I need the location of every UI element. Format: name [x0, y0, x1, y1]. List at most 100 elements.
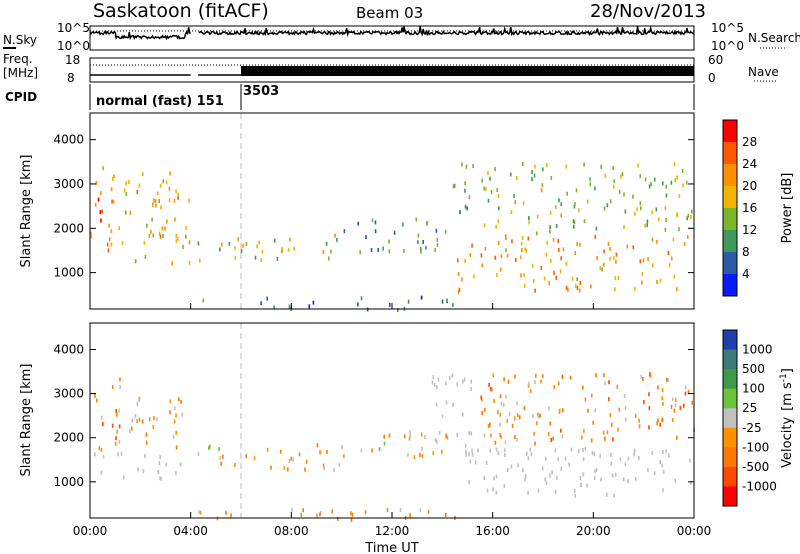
heatmap-cell	[160, 205, 162, 210]
heatmap-cell	[580, 483, 583, 487]
heatmap-cell	[175, 234, 178, 238]
heatmap-cell	[582, 385, 584, 390]
heatmap-cell	[463, 377, 466, 382]
heatmap-cell	[420, 432, 423, 437]
x-tick-label: 04:00	[173, 524, 208, 538]
velocity-panel: 4000 3000 2000 1000 Slant Range [km]	[19, 322, 695, 522]
heatmap-cell	[168, 186, 171, 191]
heatmap-cell	[499, 267, 502, 272]
heatmap-cell	[534, 380, 536, 385]
heatmap-cell	[388, 433, 391, 438]
heatmap-cell	[457, 290, 460, 295]
heatmap-cell	[664, 227, 667, 232]
colorbar-swatch	[723, 142, 737, 165]
heatmap-cell	[647, 468, 649, 473]
heatmap-cell	[612, 256, 615, 261]
heatmap-cell	[129, 210, 132, 215]
heatmap-cell	[175, 189, 177, 194]
heatmap-cell	[529, 447, 531, 452]
colorbar-swatch	[723, 252, 737, 275]
heatmap-cell	[662, 401, 664, 406]
heatmap-cell	[683, 241, 686, 246]
heatmap-cell	[480, 395, 483, 400]
heatmap-cell	[388, 239, 390, 244]
heatmap-cell	[490, 387, 493, 392]
heatmap-cell	[115, 409, 117, 414]
heatmap-cell	[382, 246, 384, 251]
heatmap-cell	[514, 416, 516, 421]
heatmap-cell	[613, 179, 615, 184]
heatmap-cell	[225, 510, 227, 515]
velocity-y-ticks: 4000 3000 2000 1000	[53, 342, 694, 489]
heatmap-cell	[490, 433, 492, 438]
heatmap-cell	[326, 449, 328, 454]
power-y-title: Slant Range [km]	[19, 155, 34, 268]
heatmap-cell	[218, 447, 220, 452]
heatmap-cell	[495, 447, 498, 452]
heatmap-cell	[360, 448, 363, 453]
x-tick-label: 16:00	[475, 524, 510, 538]
heatmap-cell	[506, 253, 509, 258]
power-y-ticks: 4000 3000 2000 1000	[53, 133, 694, 280]
heatmap-cell	[676, 175, 678, 180]
heatmap-cell	[374, 229, 377, 234]
heatmap-cell	[253, 456, 256, 461]
heatmap-cell	[503, 377, 505, 382]
heatmap-cell	[665, 193, 668, 198]
heatmap-cell	[687, 213, 690, 218]
x-axis-title: Time UT	[364, 541, 418, 554]
heatmap-cell	[449, 375, 451, 380]
heatmap-cell	[464, 188, 466, 193]
heatmap-cell	[627, 479, 629, 484]
heatmap-cell	[90, 231, 92, 236]
heatmap-cell	[325, 241, 328, 246]
y-tick-label: 4000	[53, 342, 84, 356]
heatmap-cell	[472, 164, 474, 168]
heatmap-cell	[209, 444, 211, 449]
heatmap-cell	[671, 397, 674, 402]
heatmap-cell	[481, 263, 483, 268]
heatmap-cell	[527, 490, 529, 495]
heatmap-cell	[604, 436, 606, 441]
colorbar-swatch	[723, 408, 737, 429]
heatmap-cell	[595, 373, 597, 378]
heatmap-cell	[553, 385, 556, 389]
heatmap-cell	[461, 277, 463, 282]
heatmap-cell	[144, 254, 147, 259]
heatmap-cell	[683, 403, 685, 408]
x-tick-label: 00:00	[73, 524, 108, 538]
heatmap-cell	[417, 233, 420, 238]
heatmap-cell	[550, 258, 552, 263]
heatmap-cell	[661, 418, 664, 423]
heatmap-cell	[534, 164, 536, 169]
heatmap-cell	[497, 410, 499, 415]
heatmap-cell	[136, 189, 139, 194]
heatmap-cell	[518, 415, 521, 420]
heatmap-cell	[542, 374, 544, 379]
heatmap-cell	[624, 406, 627, 411]
heatmap-cell	[119, 385, 121, 389]
heatmap-cell	[125, 181, 127, 186]
heatmap-cell	[657, 217, 660, 222]
heatmap-cell	[562, 408, 564, 413]
heatmap-cell	[674, 178, 676, 183]
heatmap-cell	[595, 226, 598, 231]
heatmap-cell	[359, 250, 361, 255]
heatmap-cell	[678, 194, 681, 199]
heatmap-cell	[667, 378, 670, 382]
heatmap-cell	[522, 468, 524, 473]
heatmap-cell	[446, 435, 449, 440]
heatmap-cell	[287, 467, 289, 472]
heatmap-cell	[123, 188, 126, 193]
heatmap-cell	[618, 407, 621, 412]
cpid-segment-1: normal (fast) 151	[96, 94, 224, 109]
nsky-tick-bottom: 10^0	[57, 39, 90, 53]
heatmap-cell	[350, 517, 353, 522]
heatmap-cell	[350, 511, 352, 516]
cpid-label: CPID	[5, 90, 37, 104]
heatmap-cell	[110, 229, 113, 234]
heatmap-cell	[523, 273, 525, 278]
heatmap-cell	[177, 192, 179, 197]
heatmap-cell	[94, 202, 97, 207]
heatmap-cell	[609, 246, 611, 251]
